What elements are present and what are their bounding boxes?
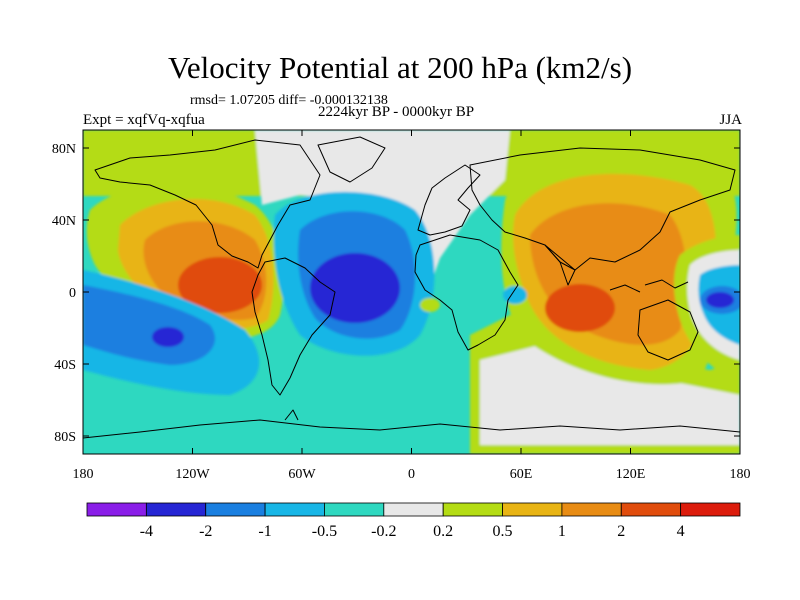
coastline-indian-subcontinent — [544, 244, 576, 286]
coastlines — [83, 136, 740, 439]
lon-label-180w: 180 — [73, 467, 94, 482]
colorbar — [86, 502, 741, 517]
coastline-south-america — [251, 257, 336, 396]
colorbar-label: -1 — [258, 523, 271, 540]
colorbar-swatch — [383, 502, 444, 517]
colorbar-swatch — [264, 502, 325, 517]
colorbar-swatch — [620, 502, 682, 517]
period-label: 2224kyr BP - 0000kyr BP — [318, 104, 475, 120]
coastline-greenland — [317, 136, 386, 183]
coastline-north-america — [94, 139, 321, 269]
colorbar-label: -0.5 — [312, 523, 337, 540]
colorbar-label: 1 — [558, 523, 566, 540]
contour-southeast-pacific-blue — [83, 285, 216, 365]
colorbar-swatch — [205, 502, 266, 517]
lon-label-60e: 60E — [510, 467, 533, 482]
colorbar-label: -2 — [199, 523, 212, 540]
colorbar-label: -4 — [140, 523, 153, 540]
colorbar-label: 0.5 — [493, 523, 513, 540]
lon-label-120e: 120E — [616, 467, 646, 482]
colorbar-swatch — [324, 502, 385, 517]
contour-east-pacific-max — [178, 257, 262, 313]
colorbar-swatch — [442, 502, 503, 517]
coastline-australia — [637, 299, 699, 361]
lon-label-60w: 60W — [288, 467, 316, 482]
lat-label-80s: 80S — [54, 430, 76, 445]
colorbar-swatch — [145, 502, 207, 517]
contour-atlantic-min — [310, 253, 400, 323]
colorbar-label: -0.2 — [371, 523, 396, 540]
coastline-asia — [469, 147, 736, 271]
colorbar-swatch — [680, 502, 741, 517]
lat-labels: 80N 40N 0 40S 80S — [52, 142, 76, 445]
lon-label-0: 0 — [408, 467, 415, 482]
coastline-maritime-continent — [609, 279, 689, 293]
lon-ticks — [192, 130, 631, 454]
colorbar-swatch — [86, 502, 147, 517]
lon-label-120w: 120W — [175, 467, 210, 482]
lat-label-80n: 80N — [52, 142, 76, 157]
season-label: JJA — [719, 112, 742, 128]
lat-label-eq: 0 — [69, 286, 76, 301]
colorbar-label: 4 — [677, 523, 685, 540]
coastline-antarctica — [83, 419, 740, 439]
contour-indian-ocean-max — [545, 284, 615, 332]
contour-east-africa-patch — [503, 286, 527, 304]
experiment-label: Expt = xqfVq-xqfua — [83, 112, 205, 128]
lat-ticks — [83, 147, 740, 437]
colorbar-labels: -4 -2 -1 -0.5 -0.2 0.2 0.5 1 2 4 — [140, 523, 685, 540]
colorbar-label: 0.2 — [433, 523, 453, 540]
colorbar-swatch — [561, 502, 622, 517]
contour-field — [83, 130, 740, 454]
contour-west-pacific-min — [706, 292, 734, 308]
lat-label-40s: 40S — [54, 358, 76, 373]
chart-title: Velocity Potential at 200 hPa (km2/s) — [167, 50, 633, 85]
colorbar-label: 2 — [617, 523, 625, 540]
coastline-africa — [414, 234, 519, 351]
contour-south-neutral — [480, 345, 740, 445]
colorbar-swatch — [502, 502, 563, 517]
coastline-antarctic-peninsula — [284, 409, 299, 421]
contour-southeast-pacific-min — [152, 327, 184, 347]
lon-label-180e: 180 — [730, 467, 751, 482]
lon-labels: 180 120W 60W 0 60E 120E 180 — [73, 467, 751, 482]
contour-gulf-of-guinea-patch — [420, 298, 440, 312]
coastline-europe — [417, 164, 481, 236]
rmsd-diff-stats: rmsd= 1.07205 diff= -0.000132138 — [190, 93, 388, 108]
lat-label-40n: 40N — [52, 214, 76, 229]
